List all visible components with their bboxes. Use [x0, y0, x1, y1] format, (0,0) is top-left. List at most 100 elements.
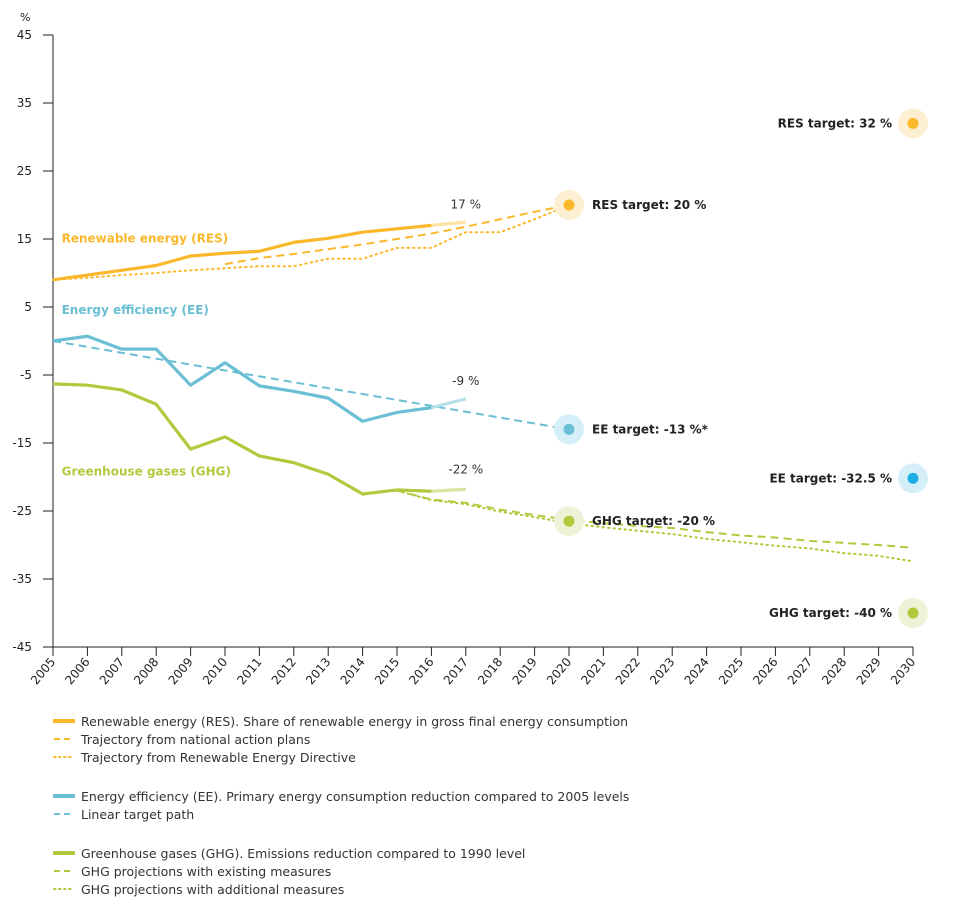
y-tick-label: -15	[12, 436, 32, 450]
series-title-res: Renewable energy (RES)	[62, 231, 229, 245]
x-tick-label: 2005	[28, 655, 58, 687]
x-tick-label: 2009	[166, 655, 196, 687]
x-tick-label: 2019	[510, 655, 540, 687]
legend-swatch-dashed	[54, 738, 74, 740]
y-axis-unit-label: %	[20, 11, 30, 24]
legend-label: Trajectory from national action plans	[81, 731, 311, 747]
series-line-ee-linear	[52, 340, 570, 431]
legend-label: GHG projections with existing measures	[81, 863, 332, 879]
y-tick-label: 5	[24, 300, 32, 314]
series-line-res-proxy	[431, 220, 466, 227]
legend-label: Trajectory from Renewable Energy Directi…	[81, 749, 356, 765]
target-label-ee-2020: EE target: -13 %*	[592, 422, 709, 436]
x-tick-label: 2016	[406, 655, 436, 687]
x-tick-label: 2011	[234, 655, 264, 687]
legend-item: GHG projections with additional measures	[53, 880, 629, 898]
x-tick-label: 2023	[647, 655, 677, 687]
y-tick-label: 45	[17, 28, 32, 42]
target-label-res-2030: RES target: 32 %	[778, 116, 892, 130]
legend-swatch-solid	[53, 851, 75, 855]
target-marker-res-2020	[554, 190, 584, 220]
end-label-ee: -9 %	[452, 374, 479, 388]
target-marker-ee-2030	[898, 463, 928, 494]
target-label-ee-2030: EE target: -32.5 %	[769, 471, 892, 485]
series-line-res-directive	[52, 204, 570, 281]
x-tick-label: 2008	[131, 655, 161, 687]
series-title-ee: Energy efficiency (EE)	[62, 303, 209, 317]
target-label-res-2020: RES target: 20 %	[592, 198, 706, 212]
target-dot	[563, 423, 575, 435]
target-dot	[907, 472, 919, 484]
y-tick-label: -25	[12, 504, 32, 518]
x-tick-label: 2013	[303, 655, 333, 687]
series-line-ghg-wem	[396, 489, 914, 549]
end-label-ghg: -22 %	[448, 463, 483, 477]
x-tick-label: 2007	[97, 655, 127, 687]
x-tick-label: 2006	[62, 655, 92, 687]
end-label-res: 17 %	[451, 197, 482, 211]
targets-layer: RES target: 20 % EE target: -13 %* GHG tar…	[554, 108, 928, 628]
legend-label: Greenhouse gases (GHG). Emissions reduct…	[81, 845, 526, 861]
target-marker-ghg-2030	[898, 598, 928, 628]
legend-item: Trajectory from national action plans	[53, 730, 629, 748]
x-tick-label: 2028	[819, 655, 849, 687]
x-tick-label: 2010	[200, 655, 230, 687]
x-tick-label: 2020	[544, 655, 574, 687]
series-title-ghg: Greenhouse gases (GHG)	[62, 465, 231, 479]
legend-swatch-solid	[53, 794, 75, 798]
target-marker-ghg-2020	[554, 506, 584, 537]
legend-group: Energy efficiency (EE). Primary energy c…	[53, 787, 629, 823]
legend-item: GHG projections with existing measures	[53, 862, 629, 880]
x-tick-label: 2022	[613, 655, 643, 687]
target-dot	[907, 117, 919, 129]
labels-layer: Renewable energy (RES) Energy efficiency …	[62, 197, 484, 478]
x-tick-label: 2014	[338, 655, 368, 687]
series-line-res	[52, 223, 432, 282]
x-tick-label: 2030	[888, 655, 918, 687]
target-dot	[563, 199, 575, 211]
legend-label: Energy efficiency (EE). Primary energy c…	[81, 788, 630, 804]
target-label-ghg-2020: GHG target: -20 %	[592, 514, 715, 528]
y-tick-label: 25	[17, 164, 32, 178]
legend-swatch-dashed	[54, 870, 74, 872]
series-line-ghg-wam	[396, 489, 914, 563]
series-line-ghg-proxy	[431, 487, 466, 493]
legend-swatch-dotted	[53, 888, 75, 890]
x-tick-label: 2017	[441, 655, 471, 687]
legend-item: Trajectory from Renewable Energy Directi…	[53, 748, 629, 766]
x-tick-label: 2024	[682, 655, 712, 687]
x-tick-label: 2029	[854, 655, 884, 687]
x-tick-label: 2015	[372, 655, 402, 687]
target-dot	[563, 515, 575, 527]
target-label-ghg-2030: GHG target: -40 %	[769, 606, 892, 620]
legend-swatch-dashed	[54, 813, 74, 815]
legend-label: Renewable energy (RES). Share of renewab…	[81, 713, 629, 729]
legend-group: Greenhouse gases (GHG). Emissions reduct…	[53, 844, 629, 898]
target-dot	[907, 607, 919, 619]
y-tick-label: 35	[17, 96, 32, 110]
x-tick-label: 2018	[475, 655, 505, 687]
y-tick-label: -45	[12, 640, 32, 654]
legend-swatch-dotted	[53, 756, 75, 758]
legend-swatch-solid	[53, 719, 75, 723]
series-line-res-nap	[224, 204, 570, 266]
series-line-ghg	[52, 382, 432, 496]
legend-label: GHG projections with additional measures	[81, 881, 345, 897]
x-tick-label: 2025	[716, 655, 746, 687]
target-marker-res-2030	[898, 108, 928, 139]
legend: Renewable energy (RES). Share of renewab…	[53, 712, 629, 919]
legend-item: Greenhouse gases (GHG). Emissions reduct…	[53, 844, 629, 862]
legend-item: Energy efficiency (EE). Primary energy c…	[53, 787, 629, 805]
legend-item: Renewable energy (RES). Share of renewab…	[53, 712, 629, 730]
x-tick-label: 2026	[750, 655, 780, 687]
x-tick-label: 2012	[269, 655, 299, 687]
legend-item: Linear target path	[53, 805, 629, 823]
series-line-ee-proxy	[431, 397, 467, 410]
legend-group: Renewable energy (RES). Share of renewab…	[53, 712, 629, 766]
series-line-ee	[52, 334, 432, 423]
series-layer	[52, 204, 914, 563]
legend-label: Linear target path	[81, 806, 195, 822]
y-tick-label: -35	[12, 572, 32, 586]
y-tick-label: 15	[17, 232, 32, 246]
